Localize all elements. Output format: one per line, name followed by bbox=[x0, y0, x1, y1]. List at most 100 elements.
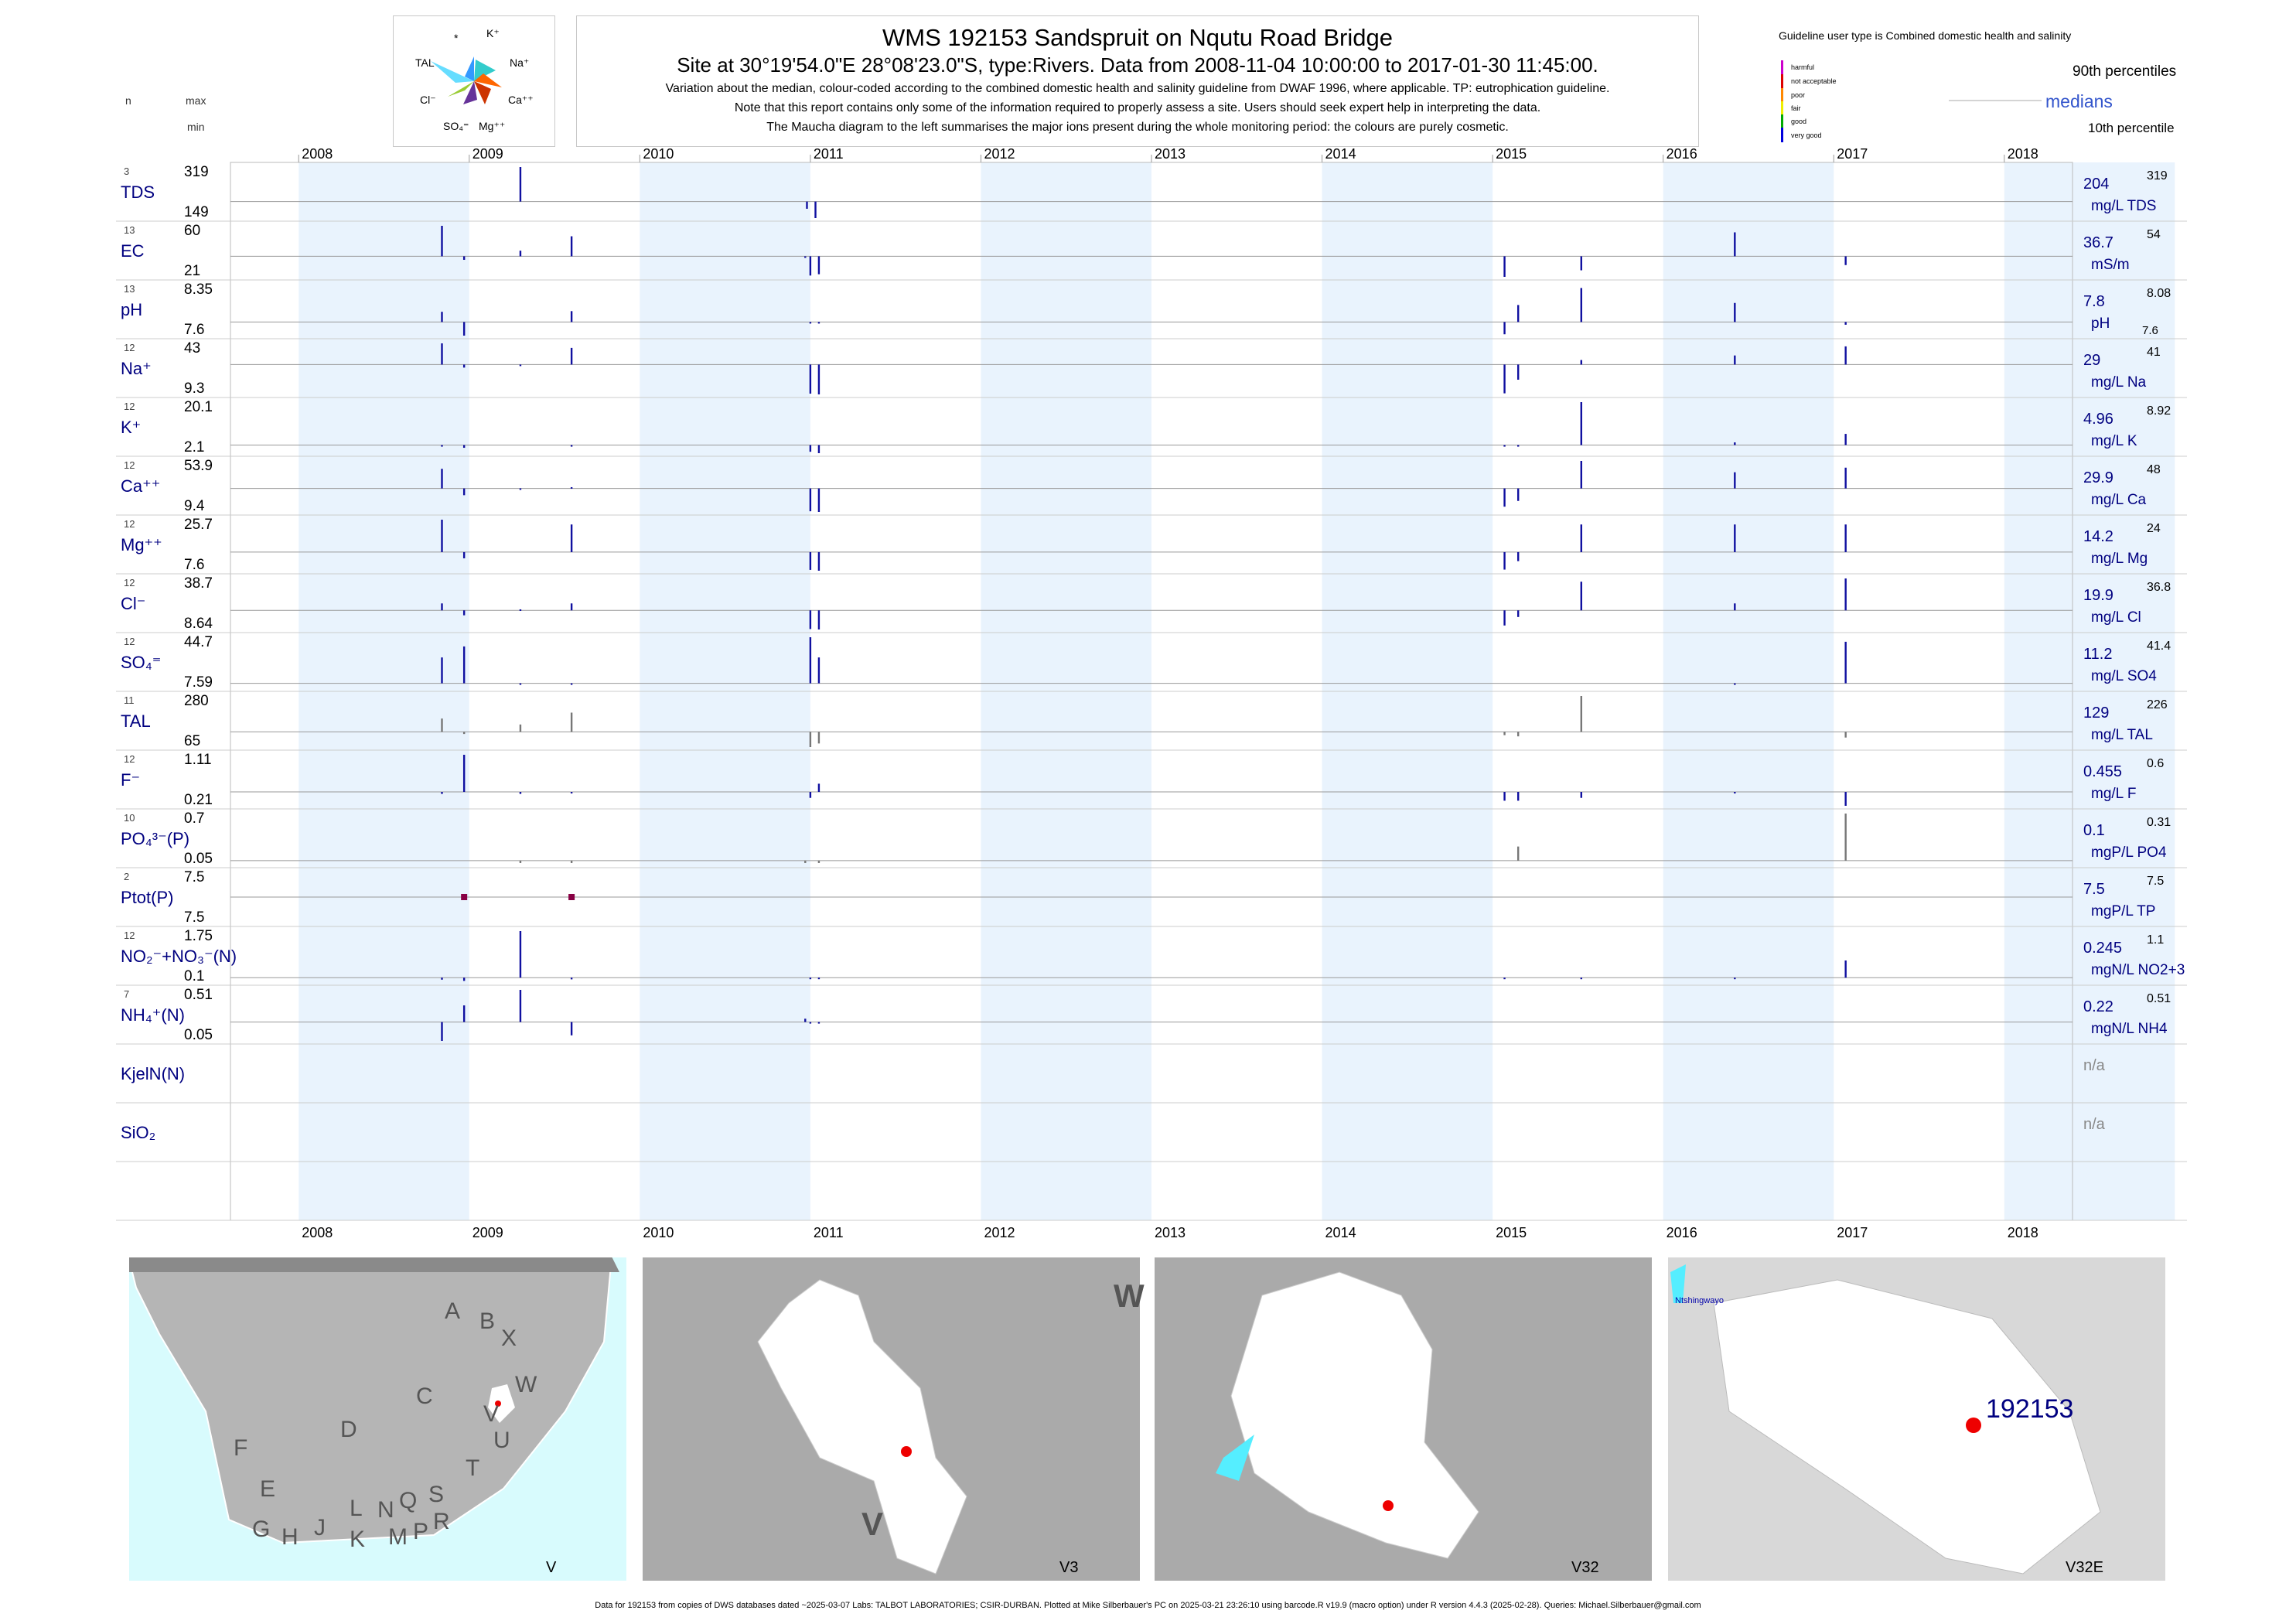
row-10-sample-8 bbox=[1580, 792, 1582, 798]
row-9-sample-7 bbox=[1516, 732, 1520, 737]
row-0-name: TDS bbox=[121, 183, 155, 202]
year-label-bottom-2010: 2010 bbox=[643, 1225, 674, 1240]
map-label-V32E: V32E bbox=[2066, 1559, 2103, 1576]
row-10-sample-1 bbox=[462, 755, 466, 793]
map-place-ntshingwayo: Ntshingwayo bbox=[1675, 1296, 1724, 1305]
row-6-sample-3 bbox=[809, 551, 812, 570]
row-4-name: K⁺ bbox=[121, 418, 141, 437]
row-1-min: 21 bbox=[184, 263, 200, 279]
row-2-unit: pH bbox=[2091, 316, 2110, 332]
row-1-sample-7 bbox=[1503, 256, 1506, 277]
map-frame-V32E bbox=[1667, 1256, 2167, 1582]
row-12-median-value: 7.5 bbox=[2083, 881, 2105, 898]
row-3-unit: mg/L Na bbox=[2091, 374, 2147, 391]
row-0-min: 149 bbox=[184, 204, 209, 220]
row-11-median-value: 0.1 bbox=[2083, 822, 2105, 839]
row-8-unit: mg/L SO4 bbox=[2091, 668, 2157, 684]
row-3-sample-7 bbox=[1516, 364, 1520, 380]
map-region-V-E: E bbox=[260, 1476, 275, 1502]
row-5-sample-10 bbox=[1844, 467, 1847, 489]
row-5-min: 9.4 bbox=[184, 498, 205, 514]
map-region-V-H: H bbox=[281, 1524, 299, 1550]
row-10-median-value: 0.455 bbox=[2083, 763, 2122, 780]
year-label-bottom-2011: 2011 bbox=[814, 1225, 844, 1240]
row-3-sample-3 bbox=[570, 347, 573, 365]
map-panel-V32E bbox=[1667, 1256, 2167, 1582]
row-7-unit: mg/L Cl bbox=[2091, 609, 2141, 626]
map-region-V-T: T bbox=[466, 1455, 479, 1481]
row-6-max: 25.7 bbox=[184, 517, 213, 533]
year-label-bottom-2009: 2009 bbox=[473, 1225, 503, 1240]
legend-harmful: harmful bbox=[1791, 63, 1815, 71]
row-13-sample-4 bbox=[809, 977, 812, 980]
row-8-sample-5 bbox=[817, 657, 820, 684]
row-5-median-value: 29.9 bbox=[2083, 469, 2113, 486]
legend-swatch-fair bbox=[1781, 101, 1783, 114]
row-0-median-value: 204 bbox=[2083, 176, 2109, 193]
row-4-sample-4 bbox=[817, 445, 820, 453]
maucha-ca-label: Ca⁺⁺ bbox=[508, 94, 534, 106]
maucha-k-label: K⁺ bbox=[486, 27, 500, 39]
row-10-n: 12 bbox=[124, 753, 135, 765]
row-12-sample-1 bbox=[568, 894, 575, 900]
row-11-name: PO₄³⁻(P) bbox=[121, 829, 189, 848]
row-5-sample-1 bbox=[462, 488, 466, 496]
row-8-sample-2 bbox=[519, 683, 522, 685]
row-6-sample-8 bbox=[1734, 524, 1736, 552]
map-frame-V3 bbox=[641, 1256, 1141, 1582]
row-1-n: 13 bbox=[124, 224, 135, 236]
row-2-sample-7 bbox=[1580, 288, 1582, 322]
row-14-sample-5 bbox=[809, 1022, 812, 1024]
row-14-sample-0 bbox=[441, 1022, 443, 1041]
row-14-min: 0.05 bbox=[184, 1027, 213, 1043]
row-6-unit: mg/L Mg bbox=[2091, 551, 2148, 567]
row-10-unit: mg/L F bbox=[2091, 786, 2136, 802]
row-7-sample-8 bbox=[1580, 582, 1582, 611]
row-10-sample-5 bbox=[817, 783, 820, 793]
map-region-V-Q: Q bbox=[399, 1488, 417, 1513]
row-1-name: EC bbox=[121, 241, 145, 261]
maucha-so4-label: SO₄⁼ bbox=[443, 120, 469, 132]
row-7-name: Cl⁻ bbox=[121, 594, 145, 613]
row-11-p90: 0.31 bbox=[2147, 816, 2171, 829]
row-13-sample-7 bbox=[1580, 977, 1582, 980]
row-0-sample-1 bbox=[806, 201, 808, 209]
row-2-name: pH bbox=[121, 300, 142, 319]
maucha-so4-wedge bbox=[463, 81, 477, 104]
legend-median-line bbox=[1949, 100, 2042, 101]
row-1-sample-10 bbox=[1844, 256, 1847, 265]
row-4-max: 20.1 bbox=[184, 399, 213, 415]
row-5-sample-9 bbox=[1734, 472, 1736, 489]
row-1-sample-8 bbox=[1580, 256, 1582, 271]
title-panel: WMS 192153 Sandspruit on Nqutu Road Brid… bbox=[576, 15, 1699, 147]
row-6-sample-6 bbox=[1516, 551, 1520, 561]
row-12-unit: mgP/L TP bbox=[2091, 903, 2155, 919]
year-label-bottom-2008: 2008 bbox=[302, 1225, 333, 1240]
row-3-sample-4 bbox=[809, 364, 812, 394]
row-8-sample-0 bbox=[441, 657, 443, 684]
row-9-sample-6 bbox=[1503, 732, 1506, 735]
row-8-sample-4 bbox=[809, 637, 812, 684]
map-region-V-F: F bbox=[234, 1435, 247, 1461]
row-13-min: 0.1 bbox=[184, 968, 204, 984]
row-3-sample-0 bbox=[441, 343, 443, 365]
row-12-n: 2 bbox=[124, 871, 129, 882]
legend-swatch-not-acceptable bbox=[1781, 74, 1783, 88]
row-5-max: 53.9 bbox=[184, 458, 213, 474]
map-region-V-K: K bbox=[350, 1527, 365, 1552]
row-3-sample-8 bbox=[1580, 360, 1582, 365]
row-4-min: 2.1 bbox=[184, 439, 204, 455]
report-note-3: The Maucha diagram to the left summarise… bbox=[766, 121, 1509, 134]
map-site-dot-V bbox=[495, 1401, 501, 1407]
row-0-max: 319 bbox=[184, 164, 209, 180]
map-region-V-J: J bbox=[314, 1515, 326, 1540]
maucha-diagram: * K⁺ Na⁺ Ca⁺⁺ Mg⁺⁺ SO₄⁼ Cl⁻ TAL bbox=[393, 15, 555, 147]
row-9-sample-0 bbox=[441, 718, 443, 732]
row-6-sample-1 bbox=[462, 551, 466, 558]
row-1-sample-6 bbox=[817, 256, 820, 275]
row-11-sample-1 bbox=[570, 860, 573, 863]
row-3-n: 12 bbox=[124, 342, 135, 353]
row-13-sample-6 bbox=[1503, 977, 1506, 980]
row-4-sample-5 bbox=[1503, 445, 1506, 447]
